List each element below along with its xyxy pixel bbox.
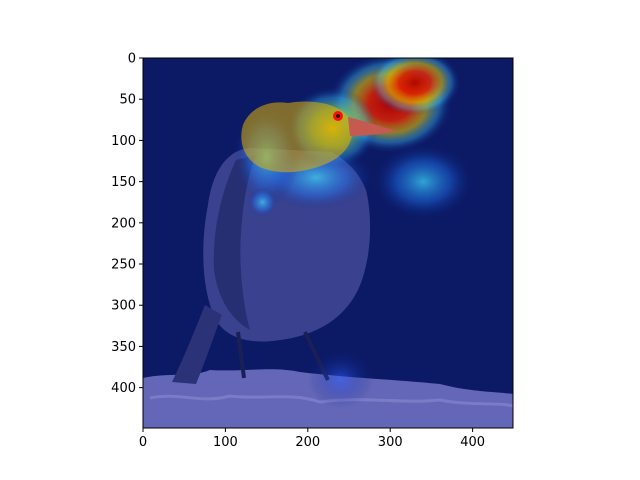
bird-eye-pupil — [336, 114, 340, 118]
bird-leg-left — [236, 331, 246, 379]
x-tick-label: 0 — [139, 435, 147, 450]
heat-blob-feet — [307, 350, 374, 409]
y-axis: 0 50 100 150 200 250 300 350 400 — [111, 52, 143, 396]
y-tick-label: 400 — [111, 381, 136, 396]
x-tick-label: 200 — [295, 435, 320, 450]
y-tick-label: 300 — [111, 299, 136, 314]
bird-head — [241, 101, 353, 173]
y-tick-label: 350 — [111, 340, 136, 355]
heat-blob-top-right — [369, 58, 461, 116]
bird-tail — [172, 305, 222, 384]
y-tick-label: 100 — [111, 134, 136, 149]
bird-beak — [348, 117, 397, 136]
x-tick-label: 100 — [213, 435, 238, 450]
y-tick-label: 50 — [119, 93, 136, 108]
y-tick-label: 150 — [111, 175, 136, 190]
x-tick-label: 400 — [460, 435, 485, 450]
heat-blob-small-blob — [247, 187, 278, 218]
rock-texture — [149, 394, 513, 408]
bird-wing — [213, 155, 256, 330]
plot-frame — [142, 57, 514, 429]
y-tick-label: 200 — [111, 216, 136, 231]
heat-blob-right-lobe — [373, 144, 473, 219]
x-axis: 0 100 200 300 400 — [139, 428, 485, 450]
y-tick-label: 0 — [128, 52, 136, 67]
y-tick-label: 250 — [111, 258, 136, 273]
x-tick-label: 300 — [378, 435, 403, 450]
plot-area — [143, 58, 513, 428]
